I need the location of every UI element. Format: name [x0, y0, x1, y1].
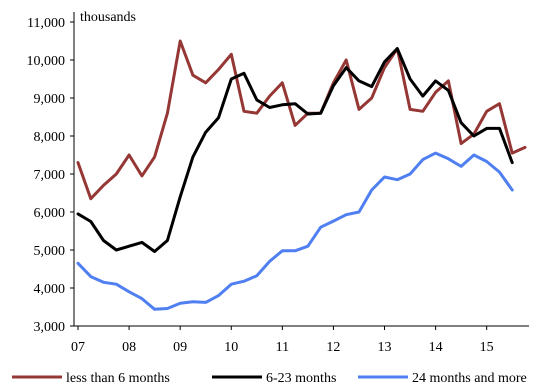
- x-tick-label: 09: [173, 340, 187, 355]
- legend-item-6-23-months: 6-23 months: [212, 371, 336, 386]
- legend: less than 6 months 6-23 months 24 months a…: [12, 371, 527, 386]
- y-tick-label: 3,000: [34, 320, 66, 335]
- x-tick-label: 12: [326, 340, 340, 355]
- y-tick-label: 6,000: [34, 206, 66, 221]
- legend-label: less than 6 months: [66, 371, 170, 386]
- x-axis-tick-labels: 07 08 09 10 11 12 13 14 15: [71, 340, 494, 355]
- x-axis-ticks: [77, 326, 488, 330]
- y-tick-label: 4,000: [34, 282, 66, 297]
- y-tick-label: 5,000: [34, 244, 66, 259]
- x-tick-label: 14: [429, 340, 443, 355]
- series-lines: [76, 39, 527, 311]
- x-tick-label: 10: [224, 340, 238, 355]
- x-tick-label: 08: [122, 340, 136, 355]
- series-line-less-than-6-months: [76, 39, 527, 201]
- y-tick-label: 10,000: [27, 54, 66, 69]
- y-tick-label: 9,000: [34, 92, 66, 107]
- legend-label: 6-23 months: [266, 371, 336, 386]
- y-tick-label: 11,000: [27, 16, 65, 31]
- legend-item-24-months-and-more: 24 months and more: [358, 371, 527, 386]
- x-tick-label: 15: [480, 340, 494, 355]
- legend-label: 24 months and more: [412, 371, 527, 386]
- x-tick-label: 13: [378, 340, 392, 355]
- y-axis-tick-labels: 3,000 4,000 5,000 6,000 7,000 8,000 9,000 10,00…: [27, 16, 66, 335]
- series-line-24-months-and-more: [76, 151, 514, 311]
- y-tick-label: 7,000: [34, 168, 66, 183]
- y-tick-label: 8,000: [34, 130, 66, 145]
- y-axis-ticks: [70, 21, 74, 327]
- unit-label: thousands: [80, 10, 136, 25]
- legend-item-less-than-6-months: less than 6 months: [12, 371, 170, 386]
- x-tick-label: 11: [276, 340, 289, 355]
- series-line-6-23-months: [76, 47, 514, 253]
- x-tick-label: 07: [71, 340, 85, 355]
